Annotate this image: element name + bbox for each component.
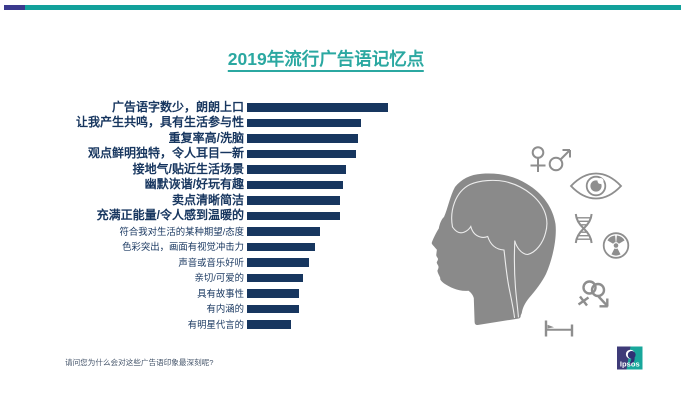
bar	[247, 320, 291, 329]
category-label: 符合我对生活的某种期望/态度	[119, 225, 244, 237]
female-male-icon	[530, 146, 571, 172]
category-label: 声音或音乐好听	[178, 256, 244, 268]
bar	[247, 258, 309, 267]
head-silhouette	[431, 173, 556, 326]
chart-row: 声音或音乐好听	[0, 255, 450, 271]
bar	[247, 242, 315, 252]
category-label: 接地气/贴近生活场景	[132, 161, 244, 176]
eye-icon	[569, 172, 623, 200]
category-label: 广告语字数少，朗朗上口	[111, 99, 244, 114]
category-label: 观点鲜明独特，令人耳目一新	[87, 146, 244, 161]
slide-title: 2019年流行广告语记忆点	[227, 49, 425, 73]
chart-row: 符合我对生活的某种期望/态度	[0, 224, 450, 240]
category-label: 亲切/可爱的	[194, 272, 244, 284]
measure-icon	[544, 320, 574, 337]
bar	[247, 273, 304, 283]
category-label: 具有故事性	[197, 287, 244, 299]
chart-row: 充满正能量/令人感到温暖的	[0, 208, 450, 224]
chart-row: 卖点清晰简洁	[0, 193, 450, 209]
bar	[247, 165, 346, 174]
category-label: 卖点清晰简洁	[171, 192, 244, 207]
ipsos-logo-text: Ipsos	[620, 360, 640, 369]
chart-row: 观点鲜明独特，令人耳目一新	[0, 146, 450, 162]
chart-row: 让我产生共鸣，具有生活参与性	[0, 115, 450, 131]
dna-icon	[574, 213, 593, 244]
brain-outline-icon	[451, 179, 548, 319]
bar	[247, 118, 362, 128]
footnote: 请问您为什么会对这些广告语印象最深刻呢?	[65, 358, 214, 367]
category-label: 有内涵的	[206, 303, 244, 315]
bar	[247, 211, 341, 221]
radiation-icon	[602, 232, 630, 259]
category-label: 有明星代言的	[187, 318, 244, 330]
bar	[247, 103, 388, 112]
accent-bar-teal	[25, 5, 681, 10]
chart-row: 广告语字数少，朗朗上口	[0, 100, 450, 116]
bar	[247, 304, 300, 314]
category-label: 充满正能量/令人感到温暖的	[96, 208, 244, 223]
category-label: 让我产生共鸣，具有生活参与性	[75, 115, 244, 130]
bar-chart: 广告语字数少，朗朗上口 让我产生共鸣，具有生活参与性 重复率高/洗脑 观点鲜明独特，令…	[0, 100, 450, 333]
chart-row: 重复率高/洗脑	[0, 131, 450, 147]
chart-row: 具有故事性	[0, 286, 450, 302]
couple-icon	[577, 280, 609, 308]
chart-row: 接地气/贴近生活场景	[0, 162, 450, 178]
chart-row: 有内涵的	[0, 301, 450, 317]
bar	[247, 289, 300, 298]
bar	[247, 196, 341, 205]
bar	[247, 227, 321, 236]
bar	[247, 149, 356, 159]
chart-row: 有明星代言的	[0, 317, 450, 333]
accent-bar-purple	[4, 5, 25, 10]
chart-row: 幽默诙谐/好玩有趣	[0, 177, 450, 193]
bar	[247, 180, 343, 190]
category-label: 幽默诙谐/好玩有趣	[144, 177, 244, 192]
category-label: 重复率高/洗脑	[168, 130, 244, 145]
category-label: 色彩突出，画面有视觉冲击力	[122, 241, 244, 253]
chart-row: 亲切/可爱的	[0, 270, 450, 286]
bar	[247, 134, 359, 143]
chart-row: 色彩突出，画面有视觉冲击力	[0, 239, 450, 255]
